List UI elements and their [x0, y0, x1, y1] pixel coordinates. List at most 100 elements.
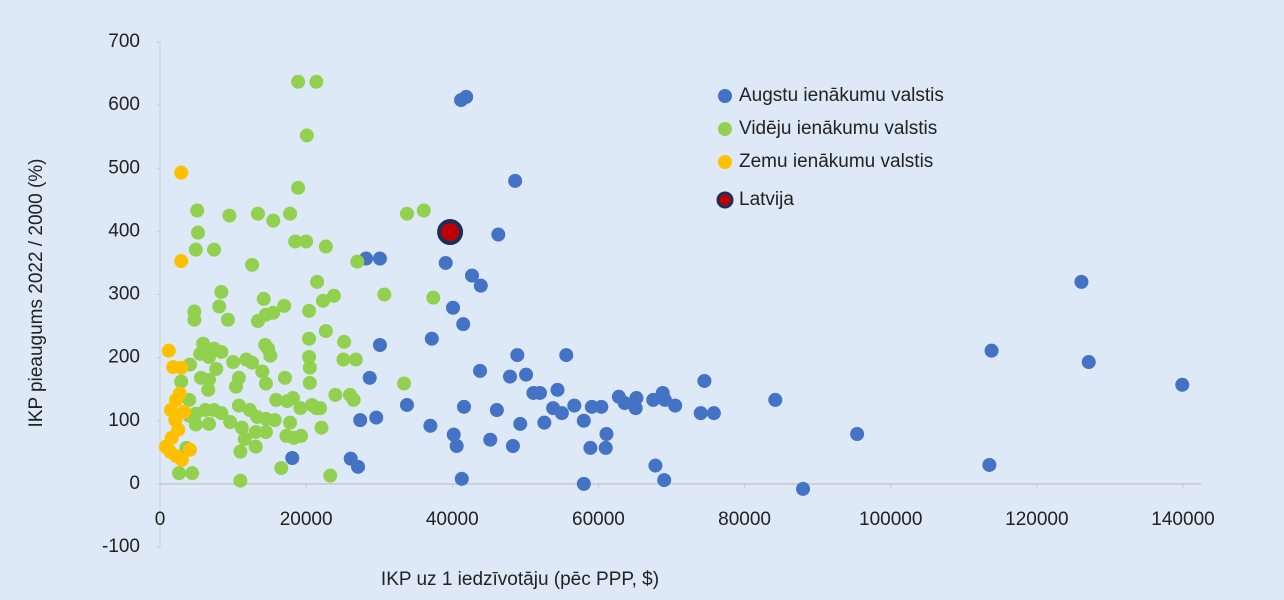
- point: [220, 312, 235, 327]
- point: [291, 180, 306, 195]
- point: [348, 352, 363, 367]
- point: [351, 459, 366, 474]
- point: [309, 74, 324, 89]
- point: [399, 397, 414, 412]
- point: [629, 391, 644, 406]
- point: [337, 334, 352, 349]
- point: [377, 287, 392, 302]
- point: [302, 375, 317, 390]
- point: [299, 234, 314, 249]
- point: [237, 432, 252, 447]
- point: [550, 382, 565, 397]
- point: [233, 473, 248, 488]
- point: [532, 385, 547, 400]
- point: [188, 406, 203, 421]
- point: [505, 439, 520, 453]
- point: [226, 355, 241, 370]
- point: [326, 288, 341, 303]
- point: [182, 442, 197, 457]
- point: [984, 343, 999, 358]
- point: [302, 360, 317, 375]
- point: [350, 254, 365, 269]
- y-axis-label: IKP pieaugums 2022 / 2000 (%): [26, 159, 47, 428]
- point: [285, 450, 300, 465]
- point: [214, 344, 229, 359]
- point: [353, 413, 368, 428]
- point: [648, 458, 663, 473]
- x-axis-label: IKP uz 1 iedzīvotāju (pēc PPP, $): [381, 569, 659, 590]
- point: [258, 425, 273, 440]
- y-tick-label: 600: [108, 94, 140, 115]
- point: [318, 239, 333, 254]
- y-tick-label: 700: [108, 31, 140, 52]
- point: [201, 382, 216, 397]
- point: [336, 352, 351, 367]
- point: [473, 278, 488, 293]
- point: [190, 225, 205, 240]
- point: [288, 234, 303, 249]
- point: [302, 349, 317, 364]
- point: [1074, 274, 1089, 289]
- point: [657, 473, 672, 488]
- point: [423, 418, 438, 433]
- point: [214, 406, 229, 421]
- y-tick-label: 400: [108, 220, 140, 241]
- point: [576, 413, 591, 428]
- point: [456, 399, 471, 414]
- point: [258, 376, 273, 391]
- point: [576, 476, 591, 491]
- point: [559, 348, 574, 363]
- point: [628, 401, 643, 416]
- point: [850, 427, 865, 442]
- point: [214, 284, 229, 299]
- point: [291, 74, 306, 89]
- point: [283, 206, 298, 221]
- y-tick-label: 300: [108, 284, 140, 305]
- y-tick-label: 200: [108, 347, 140, 368]
- point: [209, 361, 224, 376]
- point: [489, 403, 504, 418]
- point: [313, 401, 328, 416]
- point: [250, 206, 265, 221]
- point: [446, 300, 461, 315]
- point: [426, 290, 441, 305]
- x-tick-label: 120000: [1005, 509, 1068, 530]
- point: [416, 203, 431, 218]
- point: [508, 173, 523, 188]
- point: [188, 417, 203, 432]
- highlight-point: [437, 219, 464, 246]
- point: [346, 392, 361, 407]
- point: [315, 293, 330, 308]
- point: [285, 391, 300, 406]
- point: [768, 392, 783, 407]
- x-tick-label: 80000: [718, 509, 771, 530]
- y-tick-label: 0: [129, 473, 140, 494]
- point: [668, 398, 683, 413]
- y-tick-label: 500: [108, 157, 140, 178]
- point: [456, 317, 471, 332]
- point: [438, 255, 453, 270]
- point: [231, 398, 246, 413]
- x-tick-label: 20000: [280, 509, 333, 530]
- point: [161, 343, 176, 358]
- point: [266, 213, 281, 228]
- point: [174, 254, 189, 269]
- point: [293, 401, 308, 416]
- point: [1175, 377, 1190, 392]
- point: [177, 404, 192, 419]
- point: [174, 452, 189, 467]
- legend-label: Augstu ienākumu valstis: [739, 85, 944, 106]
- point: [190, 203, 205, 218]
- point: [267, 413, 282, 428]
- point: [228, 379, 243, 394]
- x-tick-label: 100000: [859, 509, 922, 530]
- point: [537, 415, 552, 430]
- point: [1081, 355, 1096, 370]
- point: [372, 251, 387, 266]
- point: [294, 428, 309, 443]
- y-tick-label: -100: [102, 536, 140, 557]
- point: [399, 206, 414, 221]
- point: [187, 312, 202, 327]
- point: [185, 466, 200, 481]
